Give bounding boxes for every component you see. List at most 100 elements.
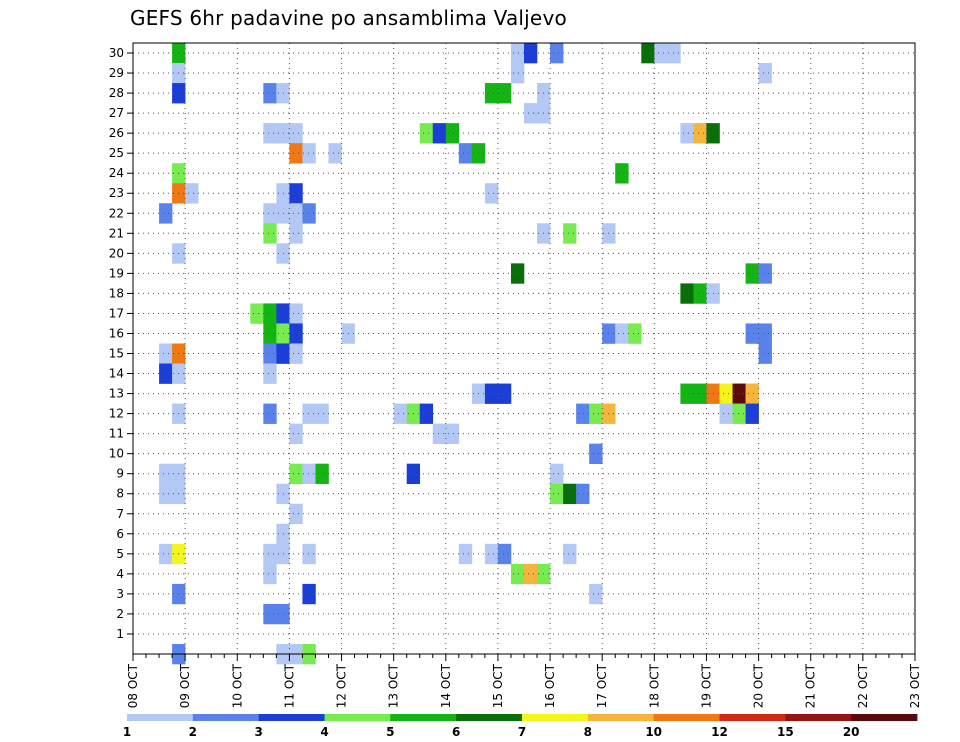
heatmap-cell <box>263 563 277 585</box>
heatmap-cell <box>159 363 173 384</box>
legend-swatch <box>851 714 918 721</box>
heatmap-cell <box>524 43 538 64</box>
heatmap-cell <box>458 143 473 164</box>
legend-label: 7 <box>518 725 526 739</box>
x-tick-label: 12 OCT <box>335 663 349 708</box>
heatmap-cell <box>484 183 499 204</box>
x-tick-label: 09 OCT <box>178 663 192 708</box>
x-tick-label: 10 OCT <box>230 663 244 708</box>
y-tick-label: 7 <box>116 507 124 521</box>
heatmap-cell <box>289 223 303 244</box>
heatmap-cell <box>302 463 316 485</box>
y-tick-label: 20 <box>109 246 124 260</box>
heatmap-cell <box>484 543 499 565</box>
y-tick-label: 18 <box>109 286 124 300</box>
heatmap-cell <box>524 563 538 585</box>
heatmap-cell <box>289 503 303 525</box>
heatmap-cell <box>445 423 460 444</box>
heatmap-cell <box>159 483 173 505</box>
heatmap-cell <box>289 123 303 144</box>
x-tick-label: 20 OCT <box>752 663 766 708</box>
heatmap-cell <box>302 583 316 605</box>
heatmap-cell <box>289 343 303 364</box>
heatmap-cell <box>484 383 499 404</box>
heatmap-cell <box>641 43 655 64</box>
heatmap-cell <box>289 303 303 324</box>
legend-swatch <box>653 714 720 721</box>
y-tick-label: 14 <box>109 367 124 381</box>
heatmap-cell <box>185 183 199 204</box>
legend-swatch <box>192 714 260 721</box>
y-tick-label: 2 <box>116 607 124 621</box>
heatmap-cell <box>758 263 772 284</box>
heatmap-cell <box>680 283 694 304</box>
heatmap-cell <box>393 403 407 424</box>
x-tick-label: 15 OCT <box>491 663 505 708</box>
x-tick-label: 18 OCT <box>647 663 661 708</box>
heatmap-cell <box>732 403 746 424</box>
heatmap-cell <box>289 203 303 224</box>
heatmap-cell <box>524 103 538 124</box>
heatmap-cell <box>732 383 746 404</box>
legend-label: 10 <box>645 725 662 739</box>
heatmap-cell <box>419 123 434 144</box>
heatmap-cell <box>563 483 577 505</box>
heatmap-cell <box>263 543 277 565</box>
heatmap-cell <box>758 63 772 84</box>
heatmap-cell <box>550 43 564 64</box>
y-tick-label: 11 <box>109 427 124 441</box>
legend-swatch <box>785 714 852 721</box>
heatmap-cell <box>680 383 694 404</box>
heatmap-cell <box>758 343 772 364</box>
heatmap-cell <box>432 123 447 144</box>
heatmap-cell <box>758 323 772 344</box>
heatmap-cell <box>589 403 603 424</box>
heatmap-cell <box>510 63 525 84</box>
heatmap-cell <box>159 463 173 485</box>
heatmap-cell <box>445 123 460 144</box>
y-tick-label: 16 <box>109 326 124 340</box>
x-tick-label: 22 OCT <box>856 663 870 708</box>
heatmap-cell <box>745 263 759 284</box>
y-tick-label: 30 <box>109 46 124 60</box>
heatmap-cell <box>576 403 590 424</box>
legend-swatch <box>522 714 589 721</box>
heatmap-cell <box>328 143 342 164</box>
y-tick-label: 5 <box>116 547 124 561</box>
x-tick-label: 23 OCT <box>908 663 922 708</box>
heatmap-cell <box>745 383 759 404</box>
x-tick-label: 13 OCT <box>387 663 401 708</box>
y-tick-label: 25 <box>109 146 124 160</box>
heatmap-cell <box>315 403 329 424</box>
y-tick-label: 9 <box>116 467 124 481</box>
heatmap-cell <box>263 203 277 224</box>
x-tick-label: 08 OCT <box>126 663 140 708</box>
heatmap-cell <box>628 323 642 344</box>
heatmap-cell <box>263 403 277 424</box>
y-tick-label: 19 <box>109 266 124 280</box>
legend-swatch <box>719 714 786 721</box>
legend-label: 4 <box>320 725 328 739</box>
y-tick-label: 12 <box>109 407 124 421</box>
y-tick-label: 1 <box>116 627 124 641</box>
heatmap-cell <box>302 403 316 424</box>
heatmap-cell <box>745 403 759 424</box>
heatmap-cell <box>432 423 447 444</box>
x-tick-label: 17 OCT <box>595 663 609 708</box>
heatmap-cell <box>315 463 329 485</box>
x-tick-label: 21 OCT <box>804 663 818 708</box>
heatmap-cell <box>510 43 525 64</box>
heatmap-cell <box>263 223 277 244</box>
x-tick-label: 14 OCT <box>439 663 453 708</box>
heatmap-cell <box>289 143 303 164</box>
y-tick-label: 10 <box>109 447 124 461</box>
y-tick-label: 26 <box>109 126 124 140</box>
heatmap-cell <box>510 563 525 585</box>
y-tick-label: 17 <box>109 306 124 320</box>
heatmap-cell <box>263 323 277 344</box>
color-legend: 1 2 3 4 5 6 7 8 10 12 15 20 <box>123 714 918 739</box>
heatmap-cell <box>458 543 473 565</box>
heatmap-cell <box>289 423 303 444</box>
legend-label: 3 <box>254 725 262 739</box>
heatmap-cell <box>510 263 525 284</box>
